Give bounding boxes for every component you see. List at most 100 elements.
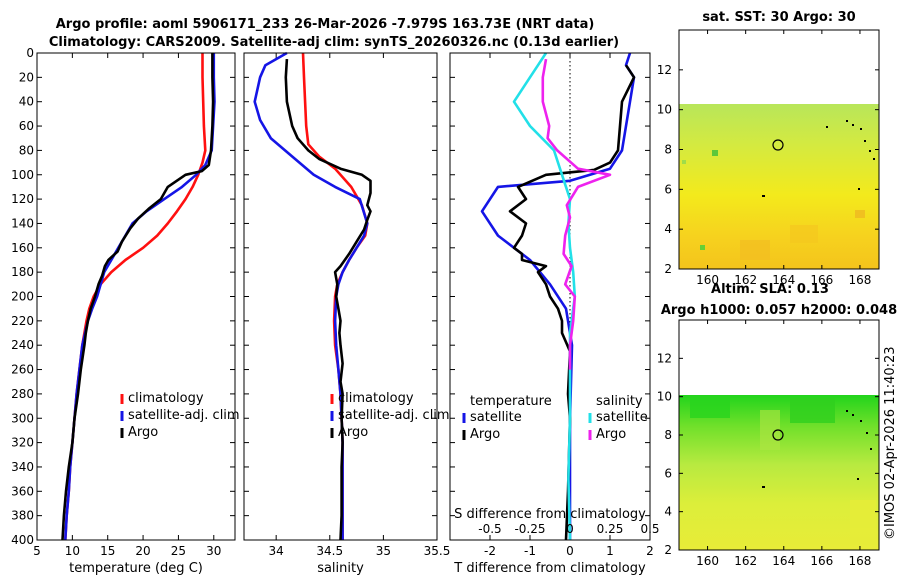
x-tick-label: 35.5 (424, 544, 451, 558)
salinity-panel: 34 34.5 35 35.5 salinity climatology satellite… (243, 51, 451, 576)
map-x-tick-label: 162 (734, 554, 757, 568)
series-line-s-argo (541, 58, 612, 370)
map-y-tick-label: 12 (657, 351, 672, 365)
y-tick-label: 340 (11, 460, 34, 474)
legend-label: satellite (596, 410, 648, 425)
map-x-tick-label: 164 (772, 273, 795, 287)
y-tick-label: 380 (11, 509, 34, 523)
series-line-satellite-adj-clim (253, 51, 369, 540)
x-tick-label: 34 (269, 544, 284, 558)
map-y-tick-label: 6 (664, 182, 672, 196)
y-tick-label: 80 (19, 143, 34, 157)
y-tick-label: 140 (11, 216, 34, 230)
y-tick-label: 220 (11, 314, 34, 328)
map-x-tick-label: 162 (734, 273, 757, 287)
x-tick-label: -2 (484, 544, 496, 558)
series-line-argo (284, 59, 372, 541)
legend-label: satellite-adj. clim (128, 408, 240, 423)
legend-label: Argo (596, 427, 626, 442)
y-tick-label: 60 (19, 119, 34, 133)
sla-heatmap-patches (690, 398, 876, 545)
y-tick-label: 100 (11, 168, 34, 182)
legend-label: Argo (470, 427, 500, 442)
map-x-tick-label: 166 (810, 554, 833, 568)
map-y-tick-label: 6 (664, 466, 672, 480)
map-y-tick-label: 12 (657, 63, 672, 77)
plot-frame (449, 52, 651, 541)
map-y-tick-label: 4 (664, 222, 672, 236)
x-tick-label: 15 (100, 544, 115, 558)
map-x-tick-label: 160 (696, 554, 719, 568)
map-x-tick-label: 164 (772, 554, 795, 568)
watermark: ©IMOS 02-Apr-2026 11:40:23 (883, 346, 898, 540)
legend-title-salinity: salinity (596, 394, 643, 409)
map-y-tick-label: 2 (664, 262, 672, 276)
x-tick-label: 25 (171, 544, 186, 558)
x-tick-label: 0 (566, 544, 574, 558)
sst-heatmap-patches (682, 150, 865, 260)
map-x-tick-label: 160 (696, 273, 719, 287)
x-tick-label: 30 (206, 544, 221, 558)
map-y-tick-label: 10 (657, 390, 672, 404)
y-tick-label: 240 (11, 338, 34, 352)
plot-frame (36, 52, 236, 541)
y-tick-label: 20 (19, 70, 34, 84)
y-tick-label: 400 (11, 533, 34, 547)
map-x-tick-label: 168 (848, 554, 871, 568)
y-tick-label: 160 (11, 241, 34, 255)
differences-panel: -2 -1 0 1 2T difference from climatology S di… (449, 52, 660, 576)
sst-map-panel: sat. SST: 30 Argo: 30 160 162 164 166 168 2 4 6… (657, 10, 880, 287)
map-y-tick-label: 10 (657, 103, 672, 117)
sla-argo-marker (772, 429, 784, 441)
x2-tick-label: -0.5 (478, 522, 501, 536)
map-x-tick-label: 166 (810, 273, 833, 287)
sst-argo-marker (772, 139, 784, 151)
x-axis-label: T difference from climatology (453, 561, 646, 576)
map-x-tick-label: 168 (848, 273, 871, 287)
x-tick-label: 10 (65, 544, 80, 558)
y-tick-label: 280 (11, 387, 34, 401)
title-line-1: Argo profile: aoml 5906171_233 26-Mar-20… (56, 17, 595, 32)
title-line-2: Climatology: CARS2009. Satellite-adj cli… (49, 35, 619, 50)
y-tick-label: 300 (11, 411, 34, 425)
x2-axis-label: S difference from climatology (454, 507, 646, 522)
y-tick-label: 260 (11, 363, 34, 377)
plot-frame (243, 52, 438, 541)
y-tick-label: 40 (19, 95, 34, 109)
sla-land-dots (762, 410, 872, 488)
x-axis-label: salinity (317, 561, 364, 576)
legend-label: satellite (470, 410, 522, 425)
series-line-climatology (64, 53, 207, 541)
legend-label: Argo (338, 425, 368, 440)
legend-label: satellite-adj. clim (338, 408, 450, 423)
x-tick-label: 20 (135, 544, 150, 558)
y-tick-label: 320 (11, 436, 34, 450)
x-tick-label: -1 (524, 544, 536, 558)
series-line-t-satellite (480, 52, 636, 540)
y-tick-label: 0 (26, 46, 34, 60)
series-line-satellite-adj-clim (64, 53, 216, 541)
x-tick-label: 2 (646, 544, 654, 558)
legend-label: Argo (128, 425, 158, 440)
legend-title-temperature: temperature (470, 394, 552, 409)
sla-map-title: Altim. SLA: 0.13 (711, 282, 829, 297)
series-line-t-argo (508, 64, 636, 541)
x2-tick-label: 0.25 (597, 522, 624, 536)
x2-tick-label: -0.25 (514, 522, 545, 536)
x2-tick-label: 0 (566, 522, 574, 536)
sla-map-subtitle: Argo h1000: 0.057 h2000: 0.048 (661, 303, 897, 318)
y-tick-label: 180 (11, 265, 34, 279)
series-line-argo (61, 53, 215, 541)
legend-label: climatology (338, 391, 414, 406)
legend-label: climatology (128, 391, 204, 406)
x-tick-label: 1 (606, 544, 614, 558)
y-tick-label: 120 (11, 192, 34, 206)
x-tick-label: 35 (376, 544, 391, 558)
y-tick-label: 200 (11, 290, 34, 304)
map-y-tick-label: 4 (664, 505, 672, 519)
x-axis-label: temperature (deg C) (69, 561, 203, 576)
sst-map-title: sat. SST: 30 Argo: 30 (702, 10, 855, 25)
x2-tick-label: 0.5 (640, 522, 659, 536)
map-y-tick-label: 8 (664, 428, 672, 442)
